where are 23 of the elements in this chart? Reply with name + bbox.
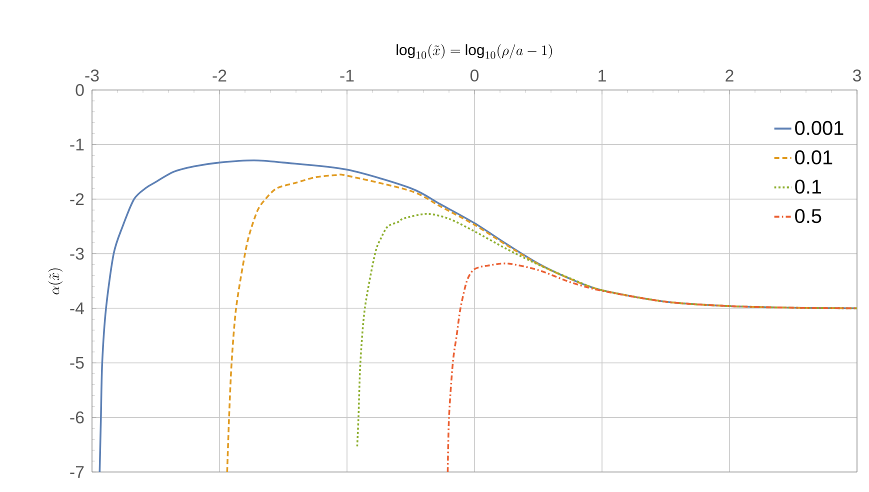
y-tick-label: -4 xyxy=(70,302,84,314)
legend-label: 0.1 xyxy=(795,180,822,194)
y-axis-title: $\alpha(\tilde{x})$ xyxy=(48,268,63,294)
x-tick-label: -2 xyxy=(212,70,226,82)
x-tick-label: 2 xyxy=(726,70,734,82)
x-tick-label: 3 xyxy=(852,70,861,82)
y-tick-label: -7 xyxy=(70,466,84,478)
legend-label: 0.01 xyxy=(795,150,832,164)
y-tick-label: -3 xyxy=(70,248,84,260)
x-tick-label: 0 xyxy=(470,70,479,82)
legend-label: 0.5 xyxy=(795,208,822,224)
x-tick-label: 1 xyxy=(598,70,606,82)
x-axis-title: $\log_{10}(\tilde{x})=\log_{10}(\rho/a-1)$ xyxy=(396,44,552,59)
y-tick-label: -5 xyxy=(70,356,84,369)
line-series xyxy=(446,262,858,472)
y-tick-label: -6 xyxy=(70,411,84,424)
x-tick-label: -1 xyxy=(340,70,354,82)
line-series xyxy=(226,174,858,472)
y-tick-label: 0 xyxy=(76,84,84,96)
x-tick-label: -3 xyxy=(85,70,99,82)
y-tick-label: -1 xyxy=(70,138,84,150)
legend-label: 0.001 xyxy=(795,120,844,136)
y-tick-label: -2 xyxy=(70,193,84,206)
